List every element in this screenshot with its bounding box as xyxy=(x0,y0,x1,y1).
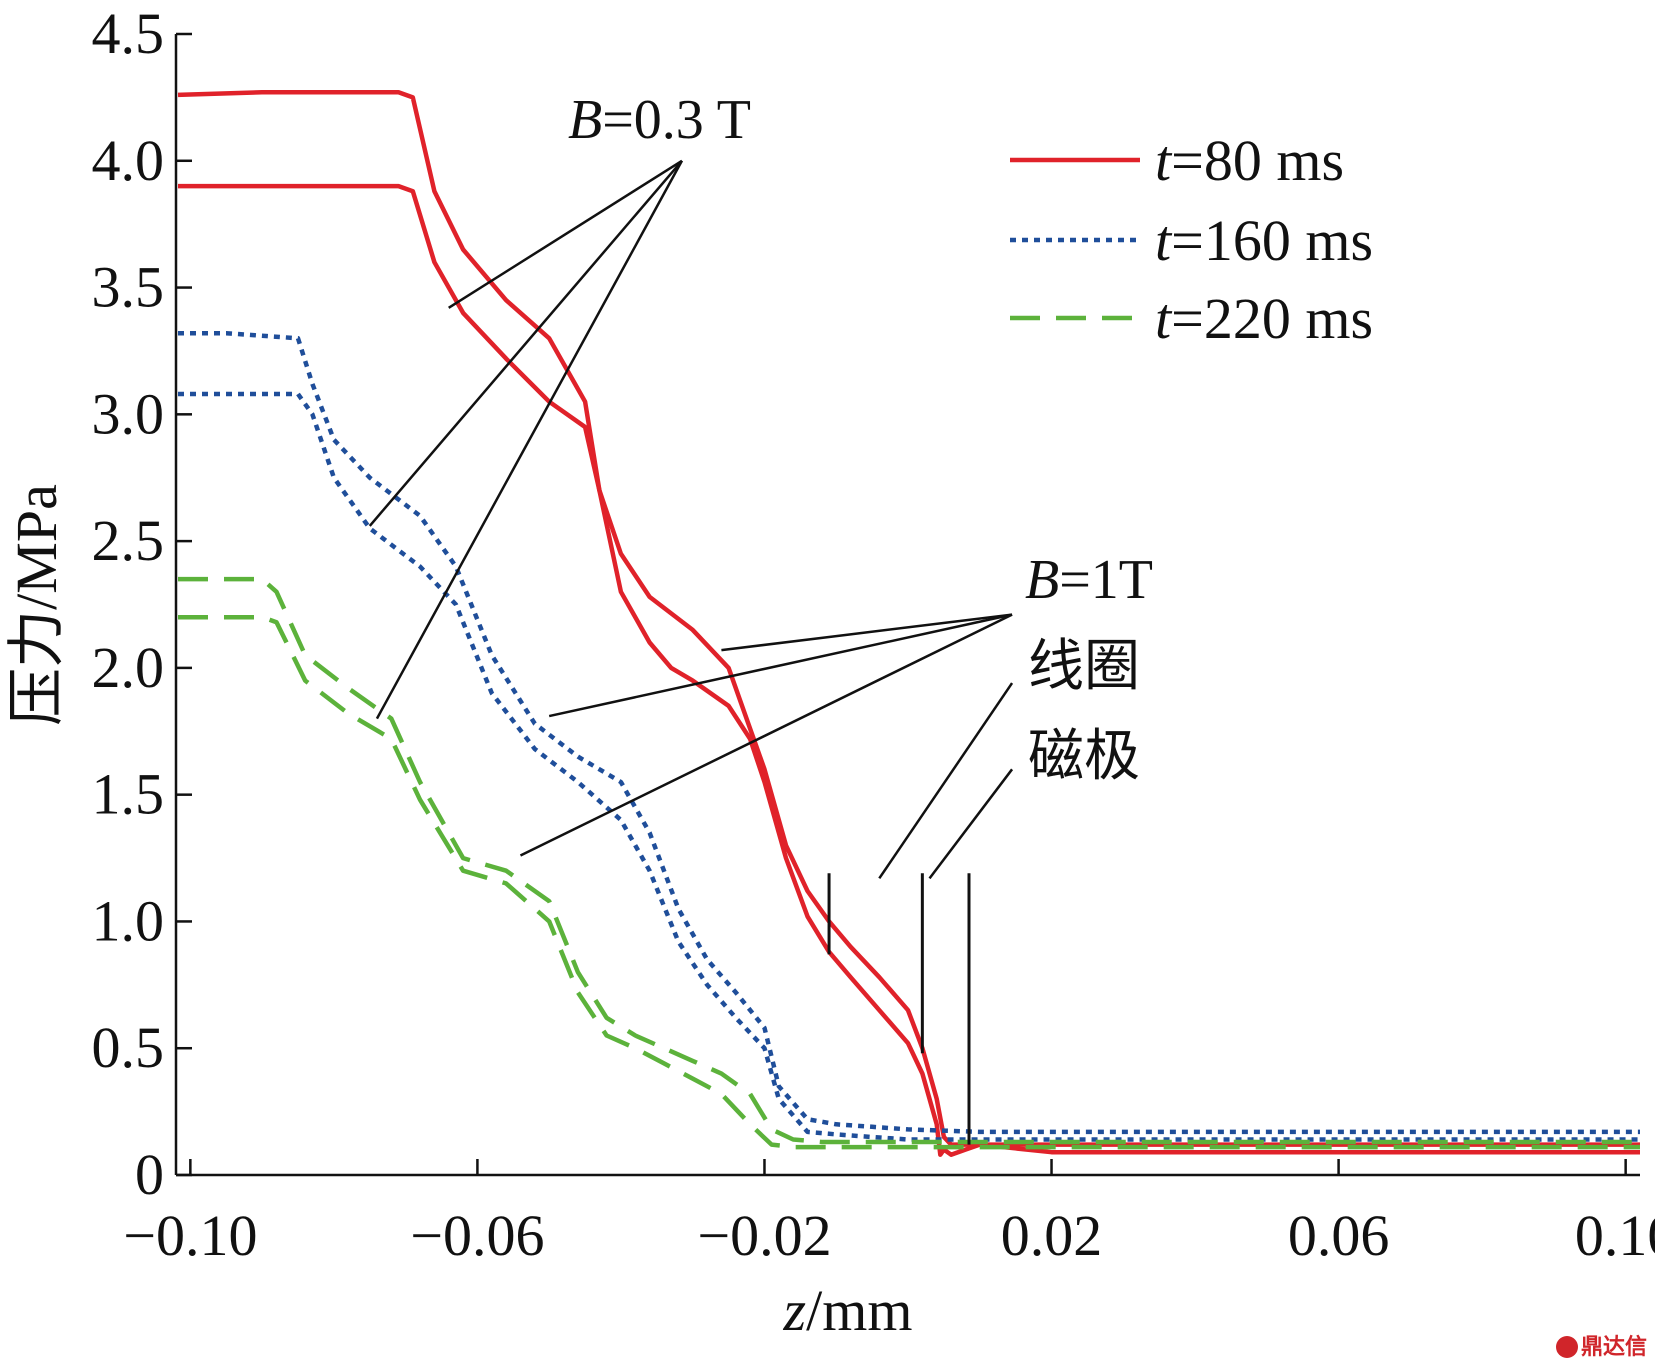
x-tick-label: 0.10 xyxy=(1575,1203,1655,1268)
series-line-1 xyxy=(178,183,1640,1157)
legend-label-t80: t=80 ms xyxy=(1155,128,1344,193)
legend-label-t220: t=220 ms xyxy=(1155,286,1373,351)
annotation-coil-label: 线圈 xyxy=(1028,636,1140,698)
y-tick-label: 1.5 xyxy=(92,762,165,827)
series-line-3 xyxy=(178,391,1640,1142)
watermark-logo-icon xyxy=(1555,1336,1578,1358)
x-tick-label: −0.10 xyxy=(123,1203,257,1268)
y-axis-title: 压力/MPa xyxy=(4,484,69,726)
annotation-leader-b03 xyxy=(448,159,683,309)
series-line-5 xyxy=(178,614,1640,1150)
x-tick-label: 0.06 xyxy=(1288,1203,1390,1268)
annotation-leader-lines xyxy=(368,159,1014,880)
y-tick-label: 0 xyxy=(135,1142,164,1207)
annotation-leader-pole xyxy=(928,768,1014,880)
series-lines xyxy=(177,90,1640,1157)
annotation-leader-b1 xyxy=(519,613,1013,857)
x-axis-unit: mm xyxy=(822,1278,912,1343)
y-tick-label: 2.5 xyxy=(92,508,165,573)
y-tick-label: 4.0 xyxy=(92,128,165,193)
x-ticks: −0.10 −0.06 −0.02 0.02 0.06 0.10 xyxy=(123,1159,1655,1268)
x-tick-label: −0.02 xyxy=(697,1203,831,1268)
x-axis-slash: / xyxy=(806,1278,823,1343)
annotation-leader-b03 xyxy=(368,159,683,527)
annotation-pole-label: 磁极 xyxy=(1028,726,1140,788)
y-tick-label: 3.5 xyxy=(92,255,165,320)
series-line-0 xyxy=(177,90,1640,1155)
series-line-2 xyxy=(178,330,1640,1135)
position-markers xyxy=(827,873,971,1145)
y-tick-label: 4.5 xyxy=(92,1,165,66)
annotation-leader-b1 xyxy=(721,613,1013,652)
annotation-leader-b03 xyxy=(375,160,684,720)
y-tick-label: 2.0 xyxy=(92,635,165,700)
annotation-leader-b1 xyxy=(548,613,1013,718)
x-tick-label: 0.02 xyxy=(1001,1203,1103,1268)
legend-label-t160: t=160 ms xyxy=(1155,208,1373,273)
x-tick-label: −0.06 xyxy=(410,1203,544,1268)
y-tick-label: 1.0 xyxy=(92,888,165,953)
annotation-b1-label: B=1T xyxy=(1025,549,1153,611)
y-tick-label: 3.0 xyxy=(92,381,165,446)
y-tick-label: 0.5 xyxy=(92,1015,165,1080)
annotation-b03-label: B=0.3 T xyxy=(568,89,751,151)
x-axis-var: z xyxy=(783,1278,807,1343)
y-ticks: 0 0.5 1.0 1.5 2.0 2.5 3.0 3.5 4.0 4.5 xyxy=(92,1,192,1207)
axes: 00.51.01.52.02.53.03.54.04.5 −0.10 −0.06−… xyxy=(92,1,1655,1268)
annotation-leader-coil xyxy=(878,682,1014,880)
annotations: B=0.3 T B=1T 线圈 磁极 xyxy=(368,89,1153,880)
legend: t=80 ms t=160 ms t=220 ms xyxy=(1010,128,1373,351)
series-line-4 xyxy=(178,576,1640,1145)
watermark: 鼎达信 xyxy=(1555,1329,1647,1361)
x-axis-title: z/mm xyxy=(783,1278,913,1343)
